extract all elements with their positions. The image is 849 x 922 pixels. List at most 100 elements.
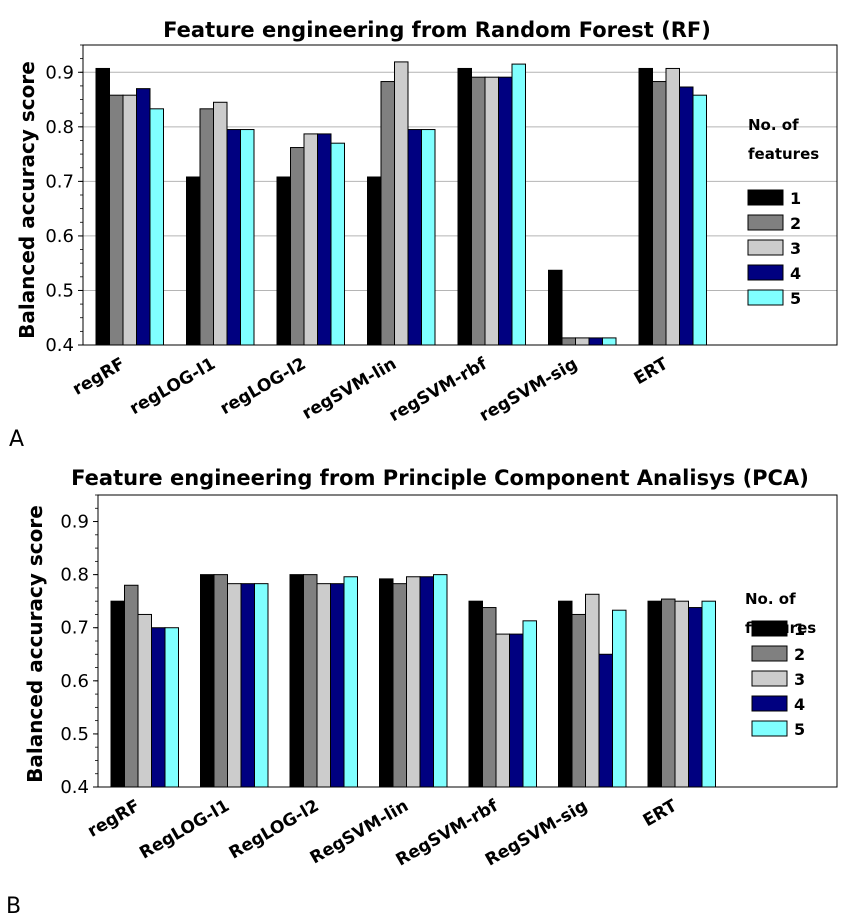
y-tick-label: 0.8 — [45, 117, 74, 138]
bar-ERT-series-1 — [647, 600, 662, 788]
bar-RegSVM-lin-series-4 — [419, 576, 434, 788]
legend-label-4: 4 — [790, 264, 801, 283]
chart-a-legend: No. of features 1 2 3 4 5 — [747, 116, 819, 308]
bar-ERT-series-2 — [652, 81, 667, 346]
legend-label-1: 1 — [794, 620, 805, 639]
bar-regLOG-l2-series-4 — [317, 133, 332, 346]
bar-RegSVM-lin-series-2 — [392, 583, 407, 788]
x-tick-label: regSVM-sig — [476, 354, 581, 426]
bar-regSVM-lin-series-1 — [367, 176, 382, 346]
bar-RegLOG-l1-series-1 — [200, 574, 215, 788]
bar-regLOG-l1-series-5 — [240, 129, 255, 346]
chart-a-legend-title-line2: features — [748, 145, 819, 163]
bar-RegLOG-l2-series-4 — [330, 583, 345, 788]
chart-b-y-ticks: 0.4 0.5 0.6 0.7 0.8 0.9 — [60, 494, 98, 798]
bar-ERT-series-4 — [688, 607, 703, 788]
bar-regSVM-lin-series-5 — [421, 129, 436, 346]
y-tick-label: 0.6 — [45, 226, 74, 247]
chart-a-bars — [95, 61, 707, 346]
y-tick-label: 0.6 — [60, 671, 89, 692]
bar-regLOG-l2-series-5 — [330, 142, 345, 346]
chart-b-bars — [110, 574, 716, 788]
bar-regLOG-l1-series-2 — [199, 108, 214, 346]
y-tick-label: 0.5 — [45, 280, 74, 301]
bar-ERT-series-3 — [674, 600, 689, 788]
bar-regSVM-sig-series-2 — [561, 337, 576, 346]
chart-b-x-ticks: regRFRegLOG-l1RegLOG-l2RegSVM-linRegSVM-… — [84, 796, 681, 871]
legend-swatch-2 — [747, 214, 784, 231]
bar-regSVM-rbf-series-2 — [471, 76, 486, 346]
bar-RegLOG-l2-series-2 — [303, 574, 318, 788]
legend-label-5: 5 — [794, 720, 805, 739]
y-tick-label: 0.4 — [60, 777, 89, 798]
bar-regRF-series-4 — [151, 627, 166, 788]
bar-regRF-series-3 — [137, 613, 152, 788]
chart-a-title: Feature engineering from Random Forest (… — [163, 18, 711, 42]
y-tick-label: 0.7 — [60, 618, 89, 639]
bar-regSVM-sig-series-5 — [602, 337, 617, 346]
bar-RegLOG-l1-series-5 — [254, 583, 269, 788]
x-tick-label: regRF — [84, 796, 143, 842]
y-tick-label: 0.7 — [45, 171, 74, 192]
bar-regRF-series-5 — [164, 627, 179, 788]
bar-ERT-series-5 — [692, 94, 707, 346]
bar-regSVM-lin-series-4 — [407, 129, 422, 346]
x-tick-label: RegLOG-l1 — [136, 796, 233, 863]
legend-label-2: 2 — [790, 214, 801, 233]
x-tick-label: regSVM-lin — [299, 354, 400, 424]
x-tick-label: regLOG-l1 — [126, 354, 219, 419]
bar-regRF-series-2 — [109, 94, 124, 346]
bar-regRF-series-5 — [149, 108, 164, 346]
legend-swatch-4 — [751, 695, 788, 712]
bar-regRF-series-1 — [95, 67, 110, 346]
chart-b-panel-label: B — [6, 894, 21, 919]
bar-RegSVM-rbf-series-2 — [482, 607, 497, 788]
x-tick-label: regSVM-rbf — [386, 354, 491, 426]
bar-regLOG-l1-series-4 — [226, 129, 241, 346]
legend-swatch-1 — [747, 189, 784, 206]
legend-swatch-2 — [751, 645, 788, 662]
bar-regSVM-rbf-series-5 — [511, 63, 526, 346]
legend-label-5: 5 — [790, 289, 801, 308]
x-tick-label: regLOG-l2 — [217, 354, 310, 419]
bar-RegSVM-rbf-series-1 — [468, 600, 483, 788]
bar-RegLOG-l2-series-1 — [289, 574, 304, 788]
bar-RegLOG-l1-series-2 — [213, 574, 228, 788]
legend-swatch-3 — [751, 670, 788, 687]
bar-RegLOG-l1-series-4 — [240, 583, 255, 788]
chart-a-plot-frame — [82, 44, 838, 346]
chart-b-legend-title-line1: No. of — [745, 590, 796, 608]
bar-RegSVM-lin-series-3 — [406, 576, 421, 788]
chart-panel-a: Feature engineering from Random Forest (… — [9, 18, 838, 452]
bar-regLOG-l1-series-1 — [186, 176, 201, 346]
bar-RegSVM-sig-series-4 — [598, 653, 613, 788]
bar-RegSVM-rbf-series-3 — [495, 633, 510, 788]
bar-regSVM-lin-series-2 — [380, 81, 395, 346]
legend-swatch-5 — [747, 289, 784, 306]
bar-RegSVM-sig-series-2 — [571, 613, 586, 788]
bar-regRF-series-2 — [124, 584, 139, 788]
bar-regRF-series-1 — [110, 600, 125, 788]
bar-RegLOG-l2-series-3 — [316, 583, 331, 788]
bar-RegSVM-lin-series-1 — [379, 578, 394, 788]
bar-RegSVM-rbf-series-5 — [522, 620, 537, 788]
bar-ERT-series-5 — [701, 600, 716, 788]
legend-swatch-5 — [751, 720, 788, 737]
bar-regRF-series-4 — [136, 88, 151, 346]
bar-regSVM-sig-series-3 — [575, 337, 590, 346]
legend-swatch-1 — [751, 620, 788, 637]
y-tick-label: 0.5 — [60, 724, 89, 745]
legend-swatch-4 — [747, 264, 784, 281]
legend-label-4: 4 — [794, 695, 805, 714]
bar-regLOG-l1-series-3 — [213, 101, 228, 346]
bar-regSVM-rbf-series-1 — [457, 67, 472, 346]
bar-regRF-series-3 — [122, 94, 137, 346]
x-tick-label: ERT — [631, 354, 672, 389]
bar-RegSVM-sig-series-1 — [558, 600, 573, 788]
bar-ERT-series-2 — [661, 598, 676, 788]
bar-RegSVM-lin-series-5 — [433, 574, 448, 788]
bar-ERT-series-1 — [638, 67, 653, 346]
chart-b-title: Feature engineering from Principle Compo… — [71, 466, 809, 490]
